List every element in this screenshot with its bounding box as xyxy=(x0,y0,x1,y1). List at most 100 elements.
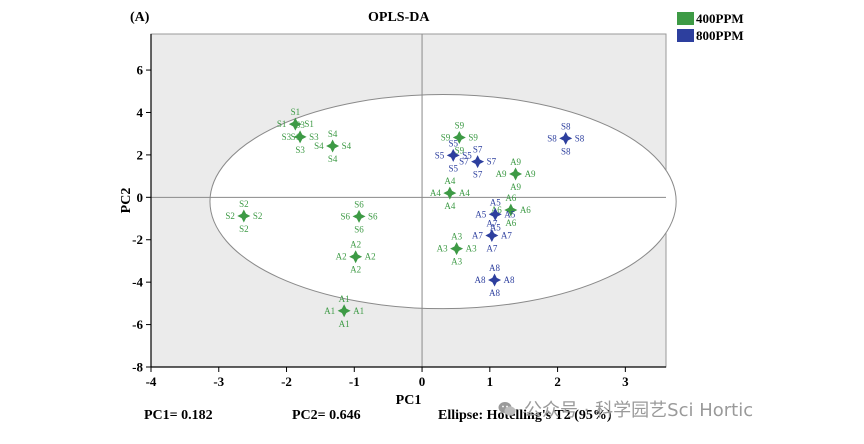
point-label: A6 xyxy=(505,218,516,228)
point-label: A7 xyxy=(501,230,512,240)
point-label: A1 xyxy=(339,294,350,304)
hotelling-ellipse xyxy=(209,93,677,310)
point-label: A6 xyxy=(505,193,516,203)
point-label: S8 xyxy=(547,133,557,143)
data-point-s6 xyxy=(352,209,366,223)
point-label: S6 xyxy=(368,211,378,221)
pc1-variance: PC1= 0.182 xyxy=(144,408,213,423)
point-label: S1 xyxy=(304,119,314,129)
point-label: S7 xyxy=(487,157,497,167)
data-point-a9 xyxy=(509,167,523,181)
point-label: S1 xyxy=(291,107,301,117)
y-tick-label: -6 xyxy=(132,317,143,332)
legend-label-800ppm: 800PPM xyxy=(696,27,744,43)
point-label: A7 xyxy=(486,243,497,253)
x-tick-label: -1 xyxy=(349,374,360,389)
y-axis-label: PC2 xyxy=(119,188,134,214)
panel-label: (A) xyxy=(130,10,150,25)
point-label: A9 xyxy=(525,169,536,179)
point-label: S7 xyxy=(459,157,469,167)
point-label: S5 xyxy=(448,163,458,173)
point-label: A1 xyxy=(353,306,364,316)
point-label: S3 xyxy=(309,132,319,142)
pc2-variance: PC2= 0.646 xyxy=(292,408,361,423)
point-label: S3 xyxy=(295,145,305,155)
point-label: S2 xyxy=(253,211,263,221)
x-axis-label: PC1 xyxy=(396,393,422,408)
y-tick-label: 2 xyxy=(137,147,144,162)
point-label: A4 xyxy=(430,188,441,198)
point-label: S8 xyxy=(561,146,571,156)
legend-swatch-800ppm xyxy=(677,29,694,42)
data-point-s3 xyxy=(293,130,307,144)
point-label: S6 xyxy=(354,199,364,209)
watermark-text: 公众号 · 科学园艺Sci Hortic xyxy=(524,400,754,421)
data-point-s7 xyxy=(471,155,485,169)
point-label: A4 xyxy=(459,188,470,198)
data-point-s8 xyxy=(559,131,573,145)
point-label: S4 xyxy=(328,154,338,164)
point-label: S8 xyxy=(575,133,585,143)
point-label: S6 xyxy=(354,224,364,234)
data-point-a7 xyxy=(485,228,499,242)
point-label: A4 xyxy=(444,201,455,211)
point-label: S5 xyxy=(435,150,445,160)
point-label: A5 xyxy=(490,197,501,207)
point-label: A9 xyxy=(496,169,507,179)
point-label: A3 xyxy=(466,244,477,254)
point-label: S2 xyxy=(239,199,249,209)
data-point-a6 xyxy=(504,203,518,217)
point-label: S4 xyxy=(314,141,324,151)
point-label: A9 xyxy=(510,182,521,192)
point-label: A3 xyxy=(451,257,462,267)
x-tick-label: 3 xyxy=(622,374,629,389)
point-label: S7 xyxy=(473,145,483,155)
point-label: S9 xyxy=(468,133,478,143)
wechat-icon xyxy=(498,402,516,416)
point-label: S3 xyxy=(295,120,305,130)
y-tick-label: -4 xyxy=(132,275,143,290)
data-point-a2 xyxy=(349,250,363,264)
x-tick-label: 1 xyxy=(487,374,494,389)
point-label: S6 xyxy=(341,211,351,221)
y-tick-label: -8 xyxy=(132,360,143,375)
point-label: S4 xyxy=(328,129,338,139)
point-label: A7 xyxy=(472,230,483,240)
point-label: S5 xyxy=(448,138,458,148)
point-label: A3 xyxy=(437,244,448,254)
point-label: A9 xyxy=(510,157,521,167)
y-tick-label: -2 xyxy=(132,232,143,247)
point-label: S5 xyxy=(462,150,472,160)
watermark: 公众号 · 科学园艺Sci Hortic xyxy=(497,396,753,422)
point-label: A6 xyxy=(491,205,502,215)
point-label: A7 xyxy=(486,218,497,228)
data-point-s5 xyxy=(446,148,460,162)
data-point-s1 xyxy=(288,117,302,131)
legend-swatch-400ppm xyxy=(677,12,694,25)
y-tick-label: 4 xyxy=(137,105,144,120)
point-label: S2 xyxy=(239,224,249,234)
point-label: A1 xyxy=(339,319,350,329)
point-label: A2 xyxy=(336,252,347,262)
x-tick-label: 0 xyxy=(419,374,426,389)
ellipse-note: Ellipse: Hotelling's T2 (95%) xyxy=(438,408,612,423)
point-label: A4 xyxy=(444,176,455,186)
point-label: A2 xyxy=(350,240,361,250)
point-label: S9 xyxy=(455,146,465,156)
point-label: A8 xyxy=(475,275,486,285)
y-tick-label: 6 xyxy=(137,63,144,78)
x-tick-label: -2 xyxy=(281,374,292,389)
point-label: A2 xyxy=(350,265,361,275)
data-point-a5 xyxy=(488,207,502,221)
point-label: A6 xyxy=(520,205,531,215)
point-label: A1 xyxy=(324,306,335,316)
data-point-a1 xyxy=(337,304,351,318)
point-label: S3 xyxy=(282,132,292,142)
legend-item-800ppm: 800PPM xyxy=(677,27,744,44)
point-label: S9 xyxy=(441,133,451,143)
data-point-s4 xyxy=(326,139,340,153)
point-label: S8 xyxy=(561,121,571,131)
point-label: A5 xyxy=(504,209,515,219)
point-label: S4 xyxy=(342,141,352,151)
